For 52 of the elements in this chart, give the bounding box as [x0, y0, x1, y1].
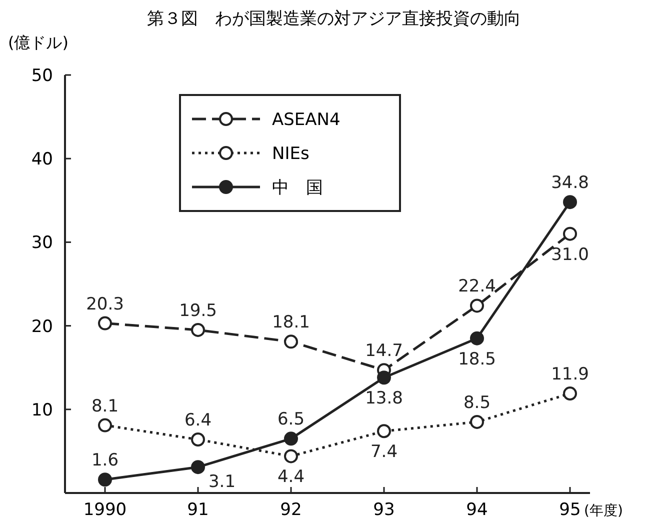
point — [470, 298, 484, 313]
data-label: 22.4 — [458, 276, 496, 297]
data-label: 6.4 — [184, 410, 212, 430]
y-axis-title: (億ドル) — [8, 33, 68, 52]
point — [563, 226, 577, 241]
data-label: 18.5 — [458, 349, 496, 370]
point — [191, 322, 205, 337]
data-label: 1.6 — [91, 450, 119, 471]
point — [470, 414, 484, 429]
data-label: 19.5 — [179, 300, 217, 321]
data-label: 13.8 — [365, 388, 403, 409]
data-label: 3.1 — [208, 472, 236, 492]
point — [98, 418, 112, 432]
data-label: 20.3 — [86, 294, 124, 314]
x-tick-label: 94 — [466, 500, 488, 520]
point — [563, 386, 577, 401]
data-label: 34.8 — [551, 173, 589, 194]
x-tick-label: 95 — [559, 500, 581, 520]
y-tick-label: 50 — [31, 66, 53, 86]
point — [284, 449, 298, 464]
data-label: 14.7 — [365, 341, 403, 362]
data-label: 18.1 — [272, 312, 310, 333]
point — [284, 334, 298, 349]
point — [563, 195, 577, 210]
data-label: 7.4 — [370, 442, 398, 462]
legend-label: 中 国 — [272, 178, 323, 198]
point — [98, 316, 112, 330]
point — [470, 331, 484, 346]
y-tick-label: 40 — [31, 150, 53, 170]
y-tick-label: 30 — [31, 233, 53, 254]
x-tick-label: 93 — [373, 500, 395, 520]
data-label: 8.1 — [91, 396, 119, 416]
legend-label: ASEAN4 — [272, 110, 340, 130]
point — [98, 472, 112, 487]
x-tick-label: 91 — [187, 500, 209, 520]
x-tick-label: 92 — [280, 500, 302, 520]
data-label: 11.9 — [551, 364, 589, 385]
y-tick-label: 20 — [31, 316, 53, 337]
point — [191, 432, 205, 446]
point — [377, 370, 391, 385]
chart-title: 第３図 わが国製造業の対アジア直接投資の動向 — [147, 9, 521, 29]
point — [377, 424, 391, 438]
point — [284, 432, 298, 446]
data-label: 6.5 — [277, 410, 305, 430]
point — [191, 460, 205, 474]
data-label: 8.5 — [463, 392, 491, 413]
data-label: 31.0 — [551, 244, 589, 265]
x-tick-label: 1990 — [83, 500, 127, 520]
legend-label: NIEs — [272, 144, 310, 164]
data-label: 4.4 — [277, 467, 305, 488]
x-axis-title: (年度) — [584, 503, 623, 519]
y-tick-label: 10 — [31, 400, 53, 420]
